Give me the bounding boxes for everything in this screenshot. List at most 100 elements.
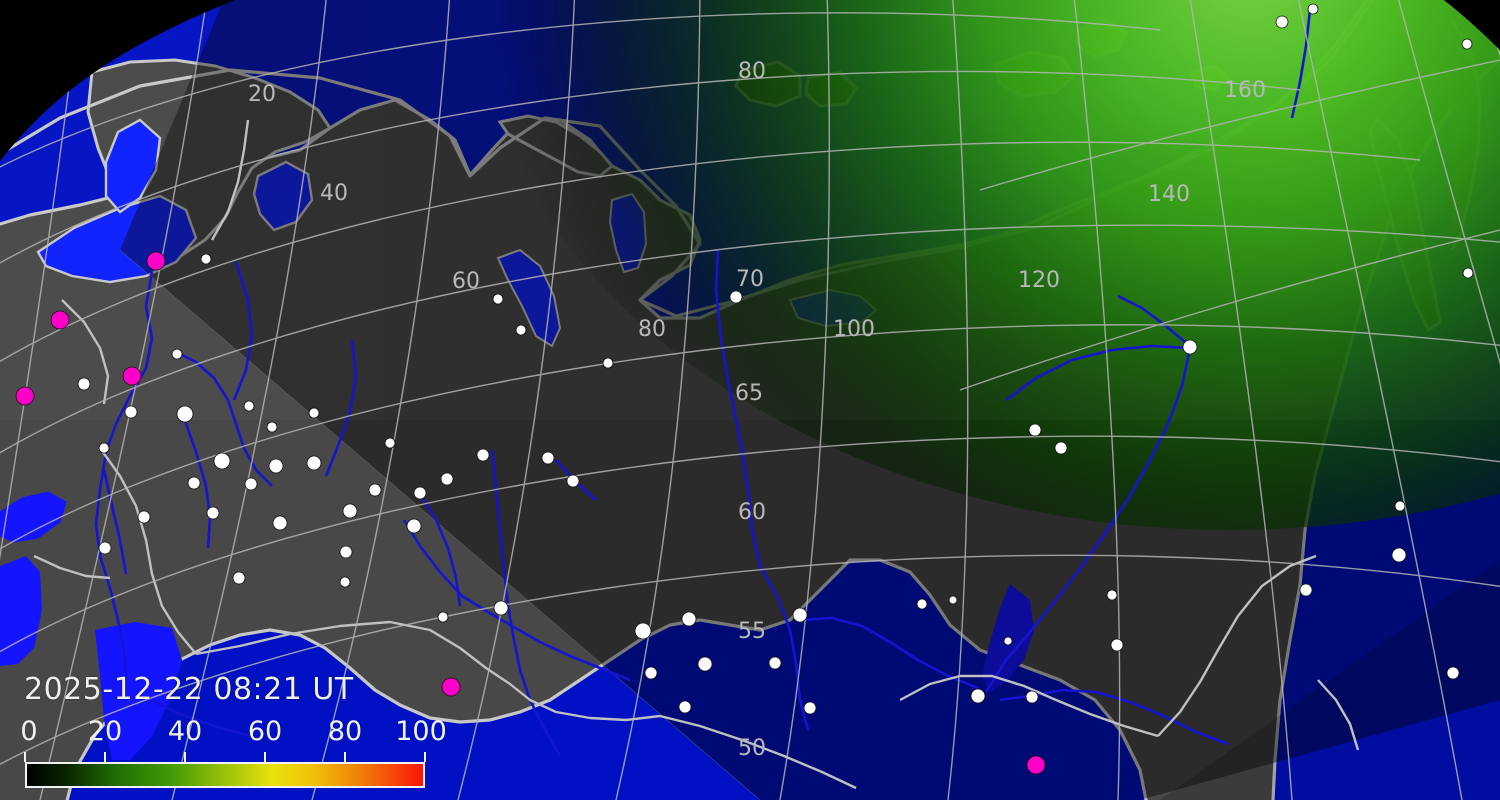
station-marker-normal[interactable] <box>339 576 351 588</box>
station-marker-normal[interactable] <box>493 600 509 616</box>
station-marker-normal[interactable] <box>1446 666 1460 680</box>
station-marker-normal[interactable] <box>792 607 808 623</box>
station-marker-normal[interactable] <box>437 611 449 623</box>
station-marker-normal[interactable] <box>1299 583 1313 597</box>
colorbar-tick-label: 80 <box>327 716 363 747</box>
station-marker-normal[interactable] <box>137 510 151 524</box>
station-marker-normal[interactable] <box>339 545 353 559</box>
station-marker-normal[interactable] <box>200 253 212 265</box>
river-angara <box>799 616 979 690</box>
station-markers[interactable] <box>15 3 1474 775</box>
station-marker-normal[interactable] <box>1003 636 1013 646</box>
station-marker-normal[interactable] <box>678 700 692 714</box>
river-north-dvina <box>232 261 254 401</box>
river-don <box>102 469 128 575</box>
station-marker-alert[interactable] <box>441 677 461 697</box>
station-marker-alert[interactable] <box>50 310 70 330</box>
colorbar: 0 20 40 60 80 100 <box>20 716 447 788</box>
station-marker-alert[interactable] <box>1026 755 1046 775</box>
border-belarus <box>61 299 110 405</box>
station-marker-normal[interactable] <box>476 448 490 462</box>
station-marker-normal[interactable] <box>1182 339 1198 355</box>
station-marker-normal[interactable] <box>515 324 527 336</box>
river-lena <box>984 347 1192 693</box>
station-marker-normal[interactable] <box>176 405 194 423</box>
station-marker-normal[interactable] <box>803 701 817 715</box>
lat-label-50: 50 <box>738 736 766 761</box>
station-marker-normal[interactable] <box>1110 638 1124 652</box>
station-marker-normal[interactable] <box>1462 267 1474 279</box>
globe-limb-mask-right <box>1443 0 1500 51</box>
colorbar-tick-label: 20 <box>87 716 123 747</box>
station-marker-alert[interactable] <box>15 386 35 406</box>
colorbar-gradient <box>25 762 425 788</box>
station-marker-normal[interactable] <box>272 515 288 531</box>
station-marker-normal[interactable] <box>602 357 614 369</box>
station-marker-alert[interactable] <box>122 366 142 386</box>
station-marker-normal[interactable] <box>1461 38 1473 50</box>
border-caucasus <box>33 554 111 580</box>
river-kolyma <box>1290 9 1312 119</box>
border-russia-south-west <box>99 447 197 655</box>
station-marker-normal[interactable] <box>541 451 555 465</box>
station-marker-normal[interactable] <box>213 452 231 470</box>
station-marker-normal[interactable] <box>268 458 284 474</box>
station-marker-normal[interactable] <box>77 377 91 391</box>
station-marker-normal[interactable] <box>406 518 422 534</box>
river-syr <box>149 698 251 738</box>
lon-110 <box>1289 0 1463 800</box>
station-marker-alert[interactable] <box>146 251 166 271</box>
station-marker-normal[interactable] <box>308 407 320 419</box>
station-marker-normal[interactable] <box>681 611 697 627</box>
lat-label-65: 65 <box>735 381 763 406</box>
station-marker-normal[interactable] <box>384 437 396 449</box>
colorbar-tick-label: 60 <box>247 716 283 747</box>
station-marker-normal[interactable] <box>266 421 278 433</box>
station-marker-normal[interactable] <box>1307 3 1319 15</box>
station-marker-normal[interactable] <box>206 506 220 520</box>
river-kama <box>175 350 273 487</box>
station-marker-normal[interactable] <box>171 348 183 360</box>
lon-label-60: 60 <box>452 269 480 294</box>
station-marker-normal[interactable] <box>948 595 958 605</box>
lat-label-80: 80 <box>738 59 766 84</box>
water-caspian <box>0 491 67 543</box>
station-marker-normal[interactable] <box>1391 547 1407 563</box>
station-marker-normal[interactable] <box>1028 423 1042 437</box>
station-marker-normal[interactable] <box>342 503 358 519</box>
timestamp-label: 2025-12-22 08:21 UT <box>24 672 354 707</box>
station-marker-normal[interactable] <box>232 571 246 585</box>
station-marker-normal[interactable] <box>697 656 713 672</box>
lon-label-20: 20 <box>248 82 276 107</box>
station-marker-normal[interactable] <box>1054 441 1068 455</box>
station-marker-normal[interactable] <box>243 400 255 412</box>
station-marker-normal[interactable] <box>440 472 454 486</box>
station-marker-normal[interactable] <box>187 476 201 490</box>
station-marker-normal[interactable] <box>368 483 382 497</box>
station-marker-normal[interactable] <box>634 622 652 640</box>
lon-label-140: 140 <box>1148 182 1190 207</box>
station-marker-normal[interactable] <box>1275 15 1289 29</box>
station-marker-normal[interactable] <box>98 541 112 555</box>
station-marker-normal[interactable] <box>970 688 986 704</box>
lon-20 <box>39 0 213 800</box>
colorbar-tick <box>344 752 346 762</box>
station-marker-normal[interactable] <box>644 666 658 680</box>
station-marker-normal[interactable] <box>1025 690 1039 704</box>
station-marker-normal[interactable] <box>916 598 928 610</box>
station-marker-normal[interactable] <box>413 486 427 500</box>
station-marker-normal[interactable] <box>768 656 782 670</box>
station-marker-normal[interactable] <box>98 442 110 454</box>
lat-50 <box>0 554 1500 800</box>
station-marker-normal[interactable] <box>1106 589 1118 601</box>
station-marker-normal[interactable] <box>244 477 258 491</box>
station-marker-normal[interactable] <box>492 293 504 305</box>
station-marker-normal[interactable] <box>1394 500 1406 512</box>
station-marker-normal[interactable] <box>306 455 322 471</box>
station-marker-normal[interactable] <box>566 474 580 488</box>
station-marker-normal[interactable] <box>729 290 743 304</box>
lon-40 <box>311 0 453 800</box>
border-mongolia <box>899 674 1159 738</box>
station-marker-normal[interactable] <box>124 405 138 419</box>
